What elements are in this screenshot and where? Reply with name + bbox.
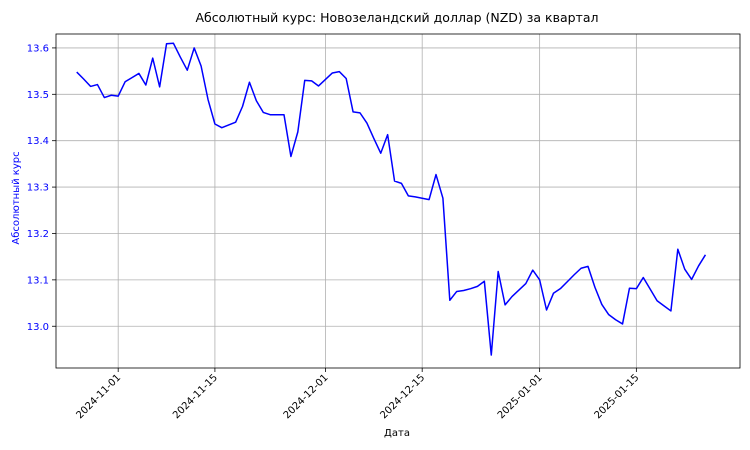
chart-title: Абсолютный курс: Новозеландский доллар (… xyxy=(196,10,599,25)
x-tick-label: 2024-12-01 xyxy=(282,372,331,421)
y-tick-label: 13.0 xyxy=(27,322,49,333)
y-tick-label: 13.2 xyxy=(27,229,49,240)
x-tick-label: 2024-11-01 xyxy=(74,372,123,421)
y-tick-label: 13.4 xyxy=(27,136,49,147)
x-axis-label: Дата xyxy=(384,428,410,439)
y-axis-label: Абсолютный курс xyxy=(11,151,22,244)
plot-area xyxy=(55,33,741,369)
grid-lines xyxy=(56,34,740,368)
x-axis-ticks: 2024-11-01 2024-11-15 2024-12-01 2024-12-15… xyxy=(74,368,641,421)
y-tick-label: 13.3 xyxy=(27,183,49,194)
x-tick-label: 2024-12-15 xyxy=(378,372,427,421)
x-tick-label: 2025-01-15 xyxy=(593,372,642,421)
y-tick-label: 13.1 xyxy=(27,275,49,286)
y-tick-label: 13.5 xyxy=(27,90,49,101)
x-tick-label: 2025-01-01 xyxy=(496,372,545,421)
series-line-nzd xyxy=(76,42,707,356)
y-tick-label: 13.6 xyxy=(27,43,49,54)
y-axis-ticks: 13.0 13.1 13.2 13.3 13.4 13.5 13.6 xyxy=(27,43,56,333)
x-tick-label: 2024-11-15 xyxy=(171,372,220,421)
